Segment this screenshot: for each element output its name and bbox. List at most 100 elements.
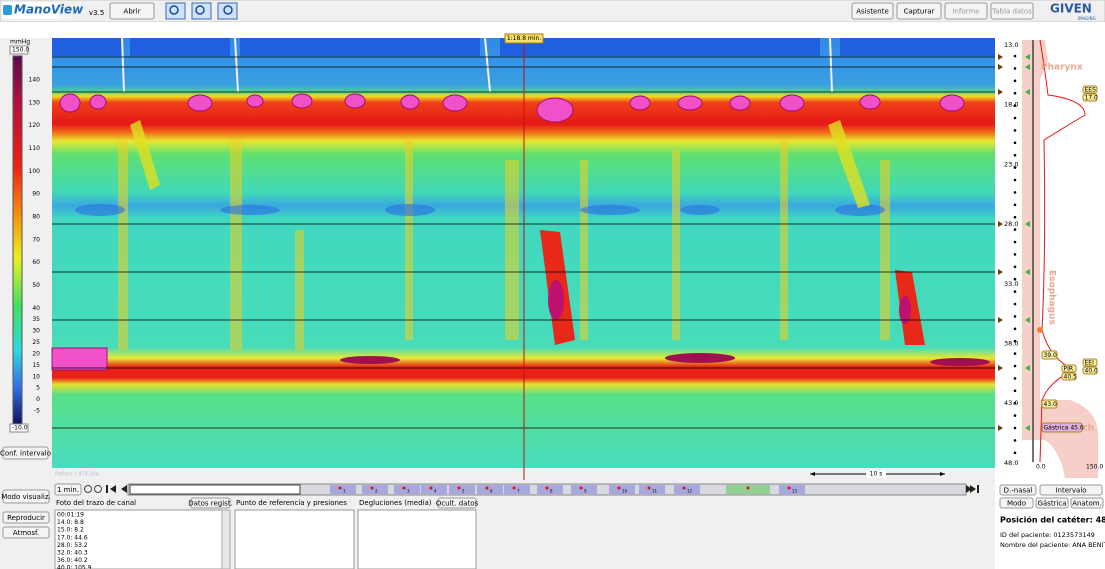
button[interactable] [54, 483, 82, 496]
button-label[interactable]: Abrir [124, 8, 141, 16]
swallow-segment[interactable] [609, 485, 635, 494]
swallow-segment[interactable] [779, 485, 805, 494]
button-label[interactable]: Anatom. [1072, 500, 1102, 508]
swallow-segment[interactable] [330, 485, 356, 494]
button[interactable] [2, 526, 50, 539]
zoom-tools[interactable] [165, 2, 238, 20]
button[interactable] [2, 511, 50, 524]
button-label[interactable]: Tabla datos [991, 8, 1032, 16]
colorbar-tick: 60 [32, 259, 40, 266]
sensor-dot [1013, 327, 1017, 331]
patient-name: Nombre del paciente: ANA BENITE... [1000, 541, 1105, 549]
button-label[interactable]: D.-nasal [1004, 487, 1033, 495]
version: v3.5 [89, 9, 104, 17]
marker-box [1061, 372, 1077, 381]
swallows-list[interactable] [357, 509, 477, 569]
sensor-dot [1013, 203, 1017, 207]
button-label[interactable]: Datos regist. [188, 500, 233, 508]
trace-line: 15.0: 8.2 [57, 527, 84, 534]
button-label[interactable]: Atmosf. [13, 529, 39, 537]
swallow-segment[interactable] [504, 485, 530, 494]
depth-tick: 13.0 [1004, 41, 1018, 49]
button-label[interactable]: Gástrica [1037, 500, 1066, 508]
colorbar-min: -10.0 [12, 425, 28, 432]
sensor-dot [1013, 352, 1017, 355]
button-label[interactable]: Modo visualiz. [1, 493, 51, 501]
sensor-dot [1013, 228, 1017, 231]
button-label[interactable]: 1 min. [57, 486, 79, 494]
button[interactable] [2, 489, 50, 504]
colorbar-tick: 130 [29, 99, 41, 106]
swallow-dot [787, 486, 791, 490]
button[interactable] [2, 446, 49, 460]
heatmap [51, 37, 995, 480]
button[interactable] [896, 2, 942, 20]
reference-title: Punto de referencia y presiones [236, 499, 347, 507]
swallow-segment[interactable] [421, 485, 447, 494]
button-label[interactable]: Informe [952, 8, 979, 16]
button[interactable] [999, 484, 1037, 496]
colorbar-tick: 35 [32, 316, 40, 323]
marker-box [1082, 358, 1098, 367]
swallow-number: 3 [407, 489, 410, 494]
button-label[interactable]: Intervalo [1055, 487, 1086, 495]
depth-tick: 23.0 [1004, 160, 1018, 168]
colorbar-max: 150.0 [12, 47, 29, 54]
button-label[interactable]: Asistente [856, 8, 889, 16]
swallow-number: 4 [434, 489, 437, 494]
swallow-segment[interactable] [674, 485, 700, 494]
button[interactable] [999, 497, 1034, 509]
reference-list[interactable] [234, 509, 355, 569]
button[interactable] [851, 2, 894, 20]
button[interactable] [944, 2, 988, 20]
marker-box [1041, 422, 1083, 433]
swallow-segment[interactable] [362, 485, 388, 494]
swallow-number: 12 [687, 489, 693, 494]
depth-tick: 33.0 [1004, 280, 1018, 288]
swallow-segment[interactable] [449, 485, 475, 494]
button[interactable] [109, 2, 155, 20]
patient-id: ID del paciente: 0123573149 [1000, 531, 1095, 539]
button[interactable] [1035, 497, 1069, 509]
scrollbar[interactable] [221, 509, 231, 569]
button-label[interactable]: Ocult. datos [436, 500, 479, 508]
marker-label: 40.5 [1064, 374, 1078, 381]
swallow-segment[interactable] [639, 485, 665, 494]
button-label[interactable]: Capturar [904, 8, 935, 16]
timeline-nav[interactable] [106, 485, 979, 493]
button-label[interactable]: Reproducir [7, 514, 45, 522]
trace-line: 17.0: 44.6 [57, 534, 88, 541]
timeline-window[interactable] [129, 484, 301, 495]
timeline-zoom[interactable] [84, 485, 102, 493]
button[interactable] [1070, 497, 1104, 509]
trace-list[interactable] [54, 509, 231, 569]
button[interactable] [990, 2, 1034, 20]
swallow-number: 7 [517, 489, 520, 494]
colorbar-tick: 90 [32, 191, 40, 198]
marker-box [1082, 366, 1098, 375]
given-logo: GIVEN IMAGING [1050, 2, 1096, 22]
button-label[interactable]: Conf. intervalo [0, 450, 51, 458]
sensor-dot [1013, 302, 1017, 306]
button[interactable] [437, 497, 477, 509]
colorbar-tick: 140 [29, 77, 41, 84]
sensor-dot [1013, 116, 1017, 120]
swallow-dot [682, 486, 686, 490]
button[interactable] [190, 497, 231, 509]
swallow-segment[interactable] [394, 485, 420, 494]
trace-line: 32.0: 40.3 [57, 550, 88, 557]
swallow-segment[interactable] [477, 485, 503, 494]
swallow-segment[interactable] [537, 485, 563, 494]
button-label[interactable]: Modo [1007, 500, 1026, 508]
swallow-segment[interactable] [571, 485, 597, 494]
swallow-number: 6 [490, 489, 493, 494]
marker-label: 40.0 [1085, 368, 1099, 375]
button[interactable] [1039, 484, 1103, 496]
sensor-dot [1013, 451, 1017, 455]
marker-box [1082, 85, 1098, 94]
swallow-dot [429, 486, 433, 490]
logo-icon [3, 5, 12, 15]
colorbar-tick: 40 [32, 305, 40, 312]
sensor-dot [1013, 253, 1017, 256]
